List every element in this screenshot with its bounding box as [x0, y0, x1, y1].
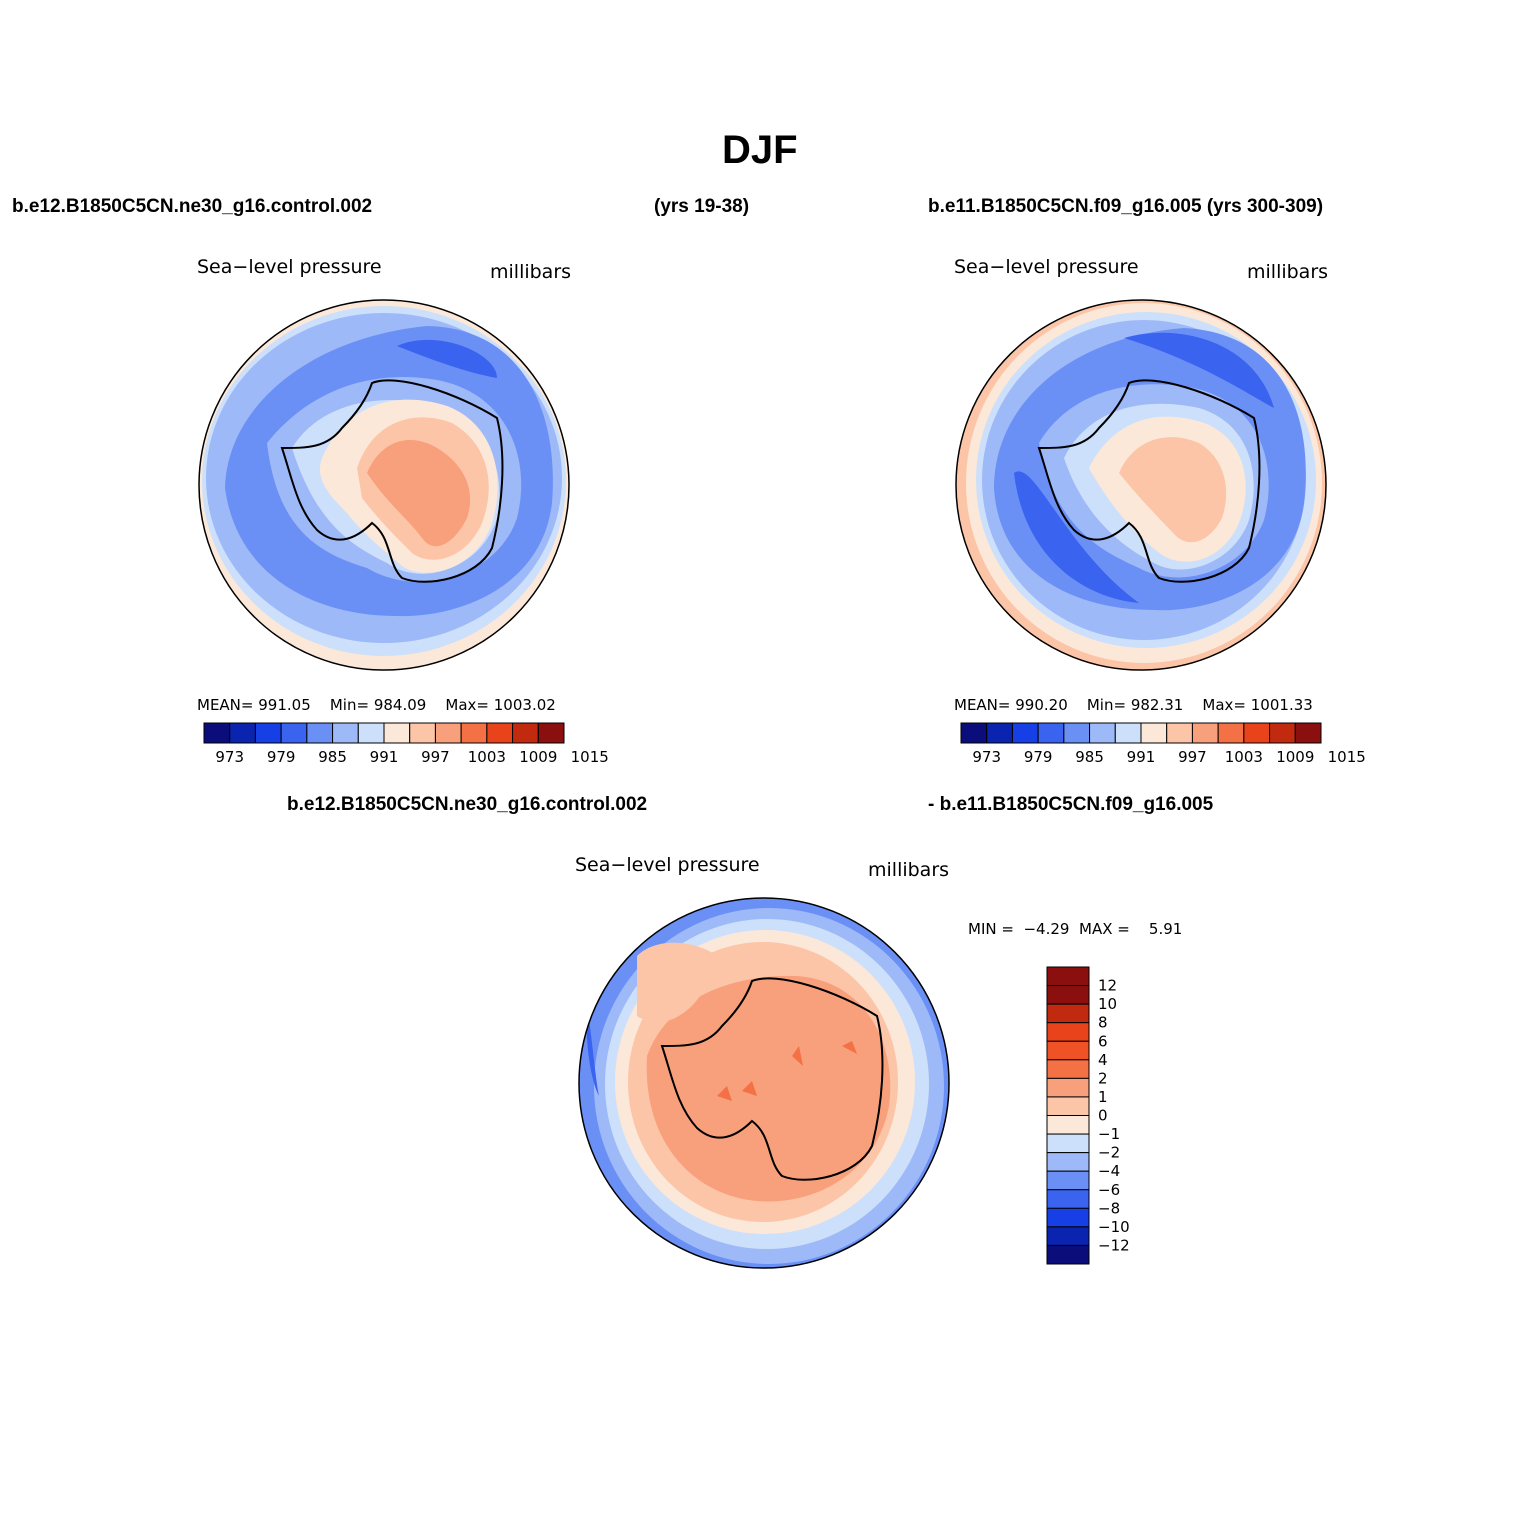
- colorbar-diff-tick-label: −4: [1098, 1162, 1120, 1180]
- colorbar-panel-1: 973 979 985 991 997 1003 1009 1015: [203, 722, 609, 766]
- colorbar-diff-tick-label: 10: [1098, 995, 1117, 1013]
- colorbar-diff-tick-label: −12: [1098, 1236, 1130, 1254]
- colorbar-1-swatch: [306, 722, 334, 744]
- colorbar-1-tick-label: 991: [370, 748, 399, 766]
- colorbar-2-swatch: [1294, 722, 1322, 744]
- colorbar-panel-2: 973 979 985 991 997 1003 1009 1015: [960, 722, 1366, 766]
- colorbar-2-swatch: [1011, 722, 1039, 744]
- colorbar-diff-swatch: [1046, 1170, 1090, 1191]
- colorbar-diff-swatch: [1046, 985, 1090, 1005]
- panel1-units: millibars: [490, 261, 572, 283]
- colorbar-2-swatch: [1089, 722, 1116, 744]
- colorbar-diff-swatch: [1046, 966, 1090, 987]
- colorbar-1-swatch: [203, 722, 231, 744]
- colorbar-1-swatch: [229, 722, 256, 744]
- colorbar-diff-swatch: [1046, 1189, 1090, 1209]
- colorbar-1-swatch: [512, 722, 539, 744]
- colorbar-2-swatch: [1191, 722, 1219, 744]
- panel1-stats: MEAN= 991.05 Min= 984.09 Max= 1003.02: [197, 696, 556, 714]
- colorbar-1-tick-label: 985: [318, 748, 347, 766]
- colorbar-1-tick-label: 997: [421, 748, 450, 766]
- colorbar-2-swatch: [1114, 722, 1142, 744]
- colorbar-diff-tick-label: 6: [1098, 1032, 1108, 1050]
- colorbar-2-swatch: [1166, 722, 1193, 744]
- colorbar-1-swatch: [254, 722, 282, 744]
- panel3-units: millibars: [868, 859, 950, 881]
- colorbar-1-swatch: [486, 722, 514, 744]
- colorbar-2-swatch: [1037, 722, 1065, 744]
- colorbar-1-tick-label: 1003: [468, 748, 506, 766]
- diff-case1-title: b.e12.B1850C5CN.ne30_g16.control.002: [287, 794, 648, 815]
- colorbar-1-tick-label: 1015: [571, 748, 609, 766]
- colorbar-2-tick-label: 979: [1024, 748, 1053, 766]
- colorbar-1-swatch: [409, 722, 436, 744]
- panel1-variable: Sea−level pressure: [197, 256, 382, 278]
- colorbar-1-tick-label: 1009: [519, 748, 557, 766]
- colorbar-2-swatch: [960, 722, 988, 744]
- colorbar-1-swatch: [460, 722, 488, 744]
- colorbar-diff-tick-label: 2: [1098, 1069, 1108, 1087]
- panel2-units: millibars: [1247, 261, 1329, 283]
- colorbar-2-tick-label: 1003: [1225, 748, 1263, 766]
- colorbar-2-tick-label: 973: [972, 748, 1001, 766]
- case1-title: b.e12.B1850C5CN.ne30_g16.control.002: [12, 196, 373, 217]
- colorbar-diff-swatch: [1046, 1003, 1090, 1024]
- colorbar-diff-tick-label: 12: [1098, 977, 1117, 995]
- colorbar-1-swatch: [280, 722, 308, 744]
- colorbar-diff-swatch: [1046, 1022, 1090, 1042]
- colorbar-1-tick-label: 979: [267, 748, 296, 766]
- colorbar-2-swatch: [1243, 722, 1271, 744]
- colorbar-diff-tick-label: 8: [1098, 1014, 1108, 1032]
- panel3-variable: Sea−level pressure: [575, 854, 760, 876]
- colorbar-1-swatch: [332, 722, 359, 744]
- colorbar-1-tick-label: 973: [215, 748, 244, 766]
- colorbar-diff-tick-label: 1: [1098, 1088, 1108, 1106]
- colorbar-diff-tick-label: −6: [1098, 1181, 1120, 1199]
- colorbar-diff-tick-label: −10: [1098, 1218, 1130, 1236]
- map-panel-2: [955, 299, 1327, 671]
- colorbar-2-swatch: [986, 722, 1013, 744]
- colorbar-2-tick-label: 1015: [1328, 748, 1366, 766]
- colorbar-2-swatch: [1217, 722, 1245, 744]
- colorbar-2-tick-label: 985: [1075, 748, 1104, 766]
- colorbar-2-swatch: [1063, 722, 1091, 744]
- colorbar-diff-tick-label: −2: [1098, 1144, 1120, 1162]
- colorbar-diff-tick-label: −1: [1098, 1125, 1120, 1143]
- colorbar-diff-tick-label: 0: [1098, 1107, 1108, 1125]
- panel2-stats: MEAN= 990.20 Min= 982.31 Max= 1001.33: [954, 696, 1313, 714]
- colorbar-1-swatch: [537, 722, 565, 744]
- map-panel-1: [198, 299, 570, 671]
- colorbar-diff-swatch: [1046, 1152, 1090, 1172]
- colorbar-diff-swatch: [1046, 1115, 1090, 1135]
- colorbar-1-swatch: [357, 722, 385, 744]
- colorbar-diff-swatch: [1046, 1077, 1090, 1098]
- colorbar-diff-tick-label: 4: [1098, 1051, 1108, 1069]
- panel3-stats: MIN = −4.29 MAX = 5.91: [968, 920, 1183, 938]
- colorbar-diff-swatch: [1046, 1133, 1090, 1154]
- diff-case2-title: - b.e11.B1850C5CN.f09_g16.005: [928, 794, 1214, 815]
- case2-title: b.e11.B1850C5CN.f09_g16.005 (yrs 300-309…: [928, 196, 1324, 217]
- colorbar-diff-swatch: [1046, 1040, 1090, 1061]
- colorbar-1-swatch: [383, 722, 411, 744]
- case1-years: (yrs 19-38): [654, 196, 750, 217]
- colorbar-2-tick-label: 991: [1127, 748, 1156, 766]
- colorbar-diff-swatch: [1046, 1226, 1090, 1246]
- colorbar-2-tick-label: 997: [1178, 748, 1207, 766]
- colorbar-2-swatch: [1269, 722, 1296, 744]
- colorbar-diff-swatch: [1046, 1244, 1090, 1265]
- colorbar-diff-swatch: [1046, 1207, 1090, 1228]
- map-panel-diff: [578, 897, 950, 1269]
- panel2-variable: Sea−level pressure: [954, 256, 1139, 278]
- main-title: DJF: [722, 128, 798, 172]
- colorbar-diff-tick-label: −8: [1098, 1199, 1120, 1217]
- colorbar-2-swatch: [1140, 722, 1168, 744]
- colorbar-2-tick-label: 1009: [1276, 748, 1314, 766]
- colorbar-1-swatch: [434, 722, 462, 744]
- colorbar-diff-swatch: [1046, 1059, 1090, 1079]
- colorbar-diff-swatch: [1046, 1096, 1090, 1116]
